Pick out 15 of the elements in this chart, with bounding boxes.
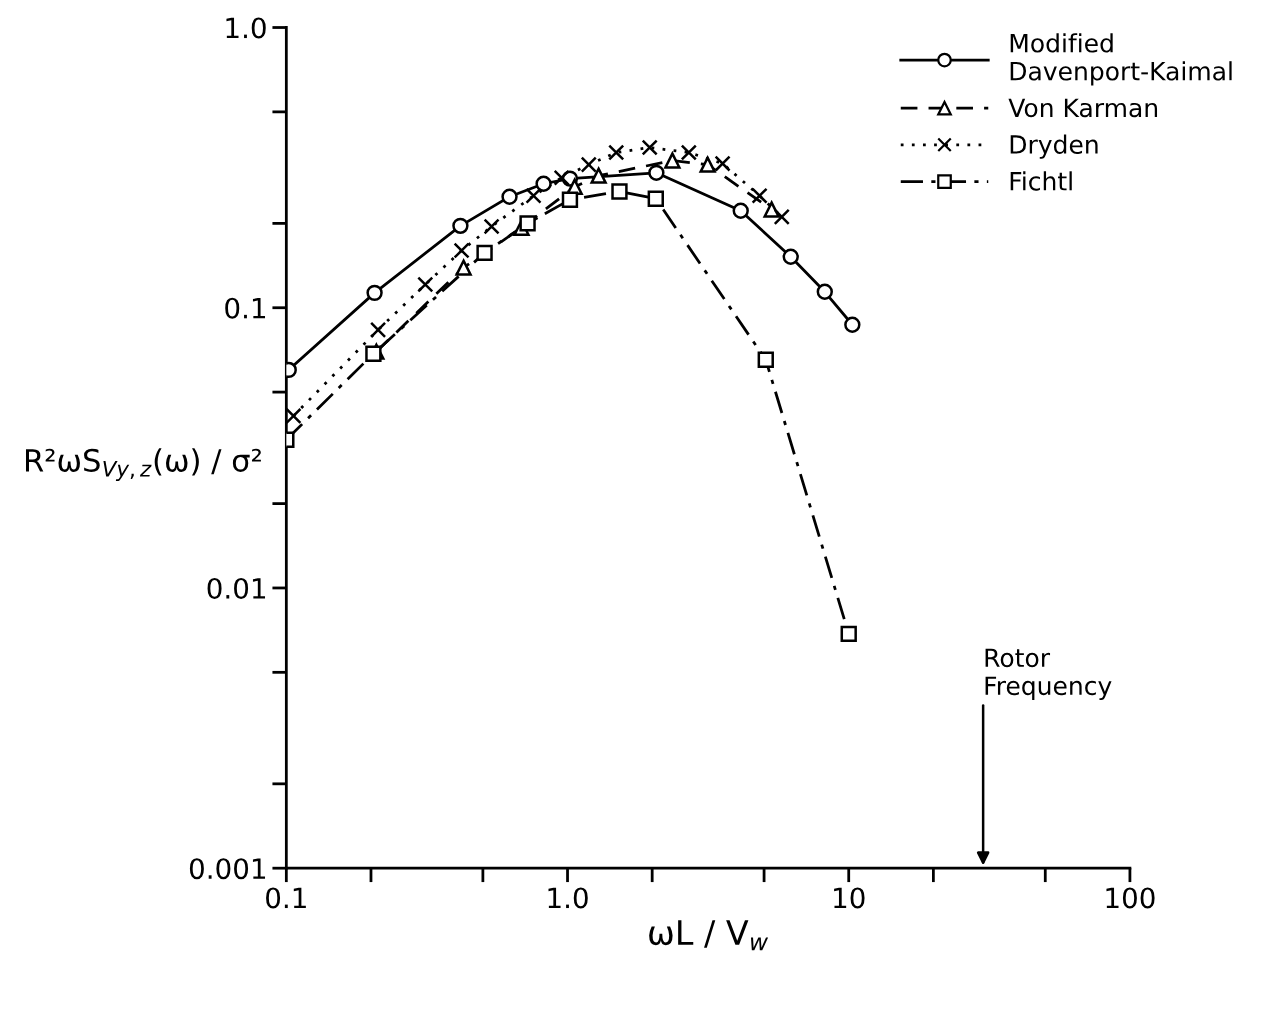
- y-tick-label: 0.01: [207, 577, 266, 599]
- y-tick-label: 1.0: [226, 17, 266, 39]
- y-axis-title: R²ωS$_{Vy,z}$(ω) / σ²: [25, 448, 261, 481]
- annotation: Rotor Frequency: [985, 648, 1112, 701]
- x-tick-label: 10: [834, 887, 865, 909]
- y-tick-label: 0.1: [225, 297, 266, 319]
- legend-label: Dryden: [1010, 134, 1098, 159]
- legend-label: Fichtl: [1010, 171, 1072, 191]
- legend-label: Von Karman: [1008, 98, 1158, 118]
- y-tick-label: 0.001: [189, 858, 266, 880]
- x-tick-label: 1.0: [548, 887, 588, 909]
- x-tick-label: 0.1: [266, 887, 306, 909]
- legend-label: Modified Davenport-Kaimal: [1010, 33, 1232, 86]
- x-axis-title: ωL / V$_{w}$: [649, 920, 769, 951]
- x-tick-label: 100: [1106, 887, 1155, 909]
